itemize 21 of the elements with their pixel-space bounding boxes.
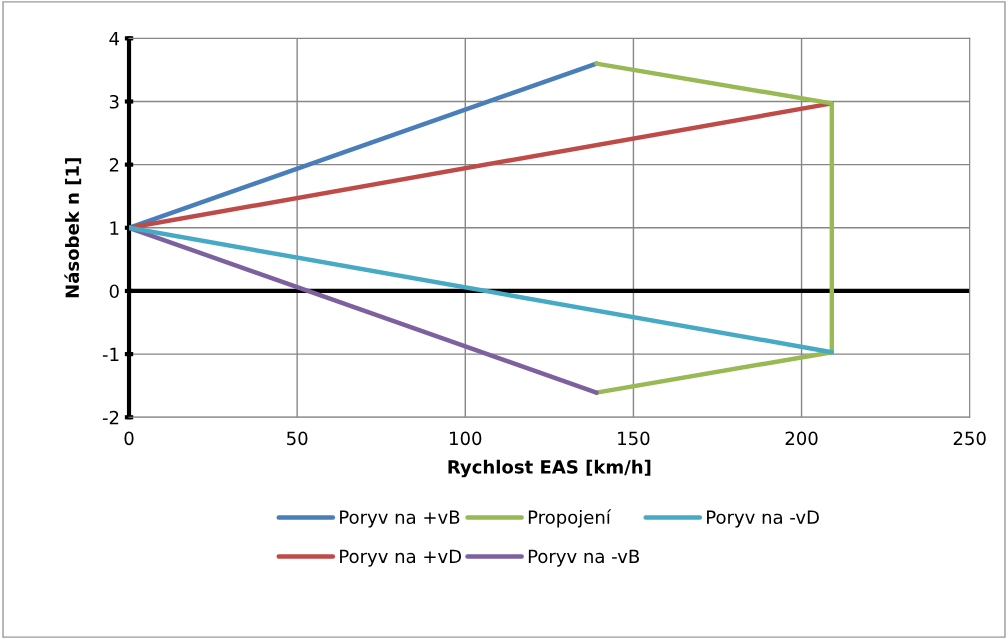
y-tick-label: 3 [109,94,119,109]
legend-label: Propojení [528,509,612,528]
y-tick-label: -2 [102,410,119,425]
y-tick-label: 0 [109,284,119,299]
line-series [594,61,835,395]
y-axis-title: Násobek n [1] [64,158,82,298]
x-tick-label: 150 [618,431,650,446]
legend-label: Poryv na +vB [340,510,460,528]
y-tick-label: -1 [102,347,119,361]
x-tick-label: 200 [785,431,818,446]
legend-label: Poryv na -vD [707,510,819,528]
y-tick-label: 2 [109,158,119,172]
y-tick-label: 4 [109,32,119,46]
x-tick-label: 0 [124,431,134,446]
legend-label: Poryv na +vD [340,549,462,567]
x-tick-label: 50 [287,431,308,446]
x-axis-title: Rychlost EAS [km/h] [448,459,651,478]
legend-label: Poryv na -vB [528,549,640,567]
y-tick-label: 1 [110,221,119,235]
x-tick-label: 100 [450,431,482,446]
x-tick-label: 250 [953,431,986,446]
